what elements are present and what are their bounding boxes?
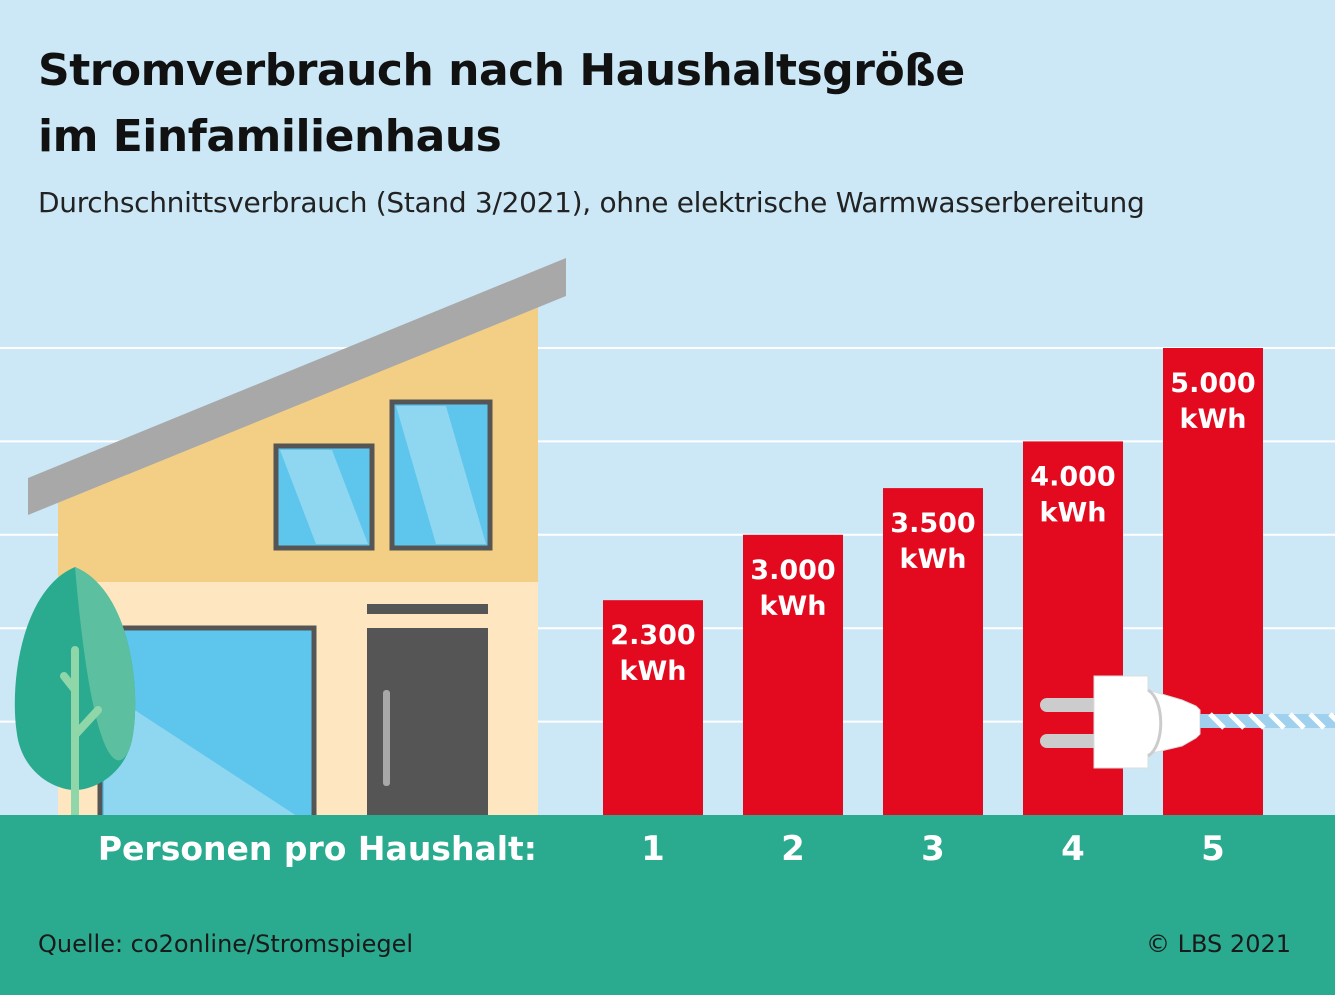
copyright-note: © LBS 2021 [1146, 930, 1291, 958]
bar-unit-label: kWh [760, 591, 827, 622]
ground-band [0, 815, 1335, 995]
x-tick-labels: 1 2 3 4 5 [641, 829, 1225, 869]
title-line-1: Stromverbrauch nach Haushaltsgröße [38, 45, 965, 96]
bar-1 [603, 600, 703, 815]
bar-unit-label: kWh [620, 656, 687, 687]
bar-value-label: 2.300 [610, 620, 695, 651]
plug-icon [1040, 675, 1335, 769]
source-note: Quelle: co2online/Stromspiegel [38, 930, 414, 958]
door-handle [383, 690, 390, 786]
bar-value-label: 3.000 [750, 555, 835, 586]
bar-value-label: 3.500 [890, 508, 975, 539]
bar-2 [743, 534, 843, 815]
x-axis-label: Personen pro Haushalt: [98, 829, 537, 868]
x-tick-label: 2 [781, 829, 805, 869]
house-illustration [28, 258, 566, 823]
window-small [273, 443, 375, 551]
x-tick-label: 1 [641, 829, 665, 869]
x-tick-label: 4 [1061, 829, 1085, 869]
subtitle: Durchschnittsverbrauch (Stand 3/2021), o… [38, 186, 1145, 219]
x-tick-label: 3 [921, 829, 945, 869]
title-line-2: im Einfamilienhaus [38, 111, 502, 162]
bars: 2.300 kWh 3.000 kWh 3.500 kWh 4.000 kWh 5.000 kWh [603, 348, 1263, 815]
bar-unit-label: kWh [1040, 497, 1107, 528]
bar-3 [883, 488, 983, 815]
bar-value-label: 5.000 [1170, 368, 1255, 399]
bar-value-label: 4.000 [1030, 461, 1115, 492]
tree-illustration [14, 567, 136, 824]
picture-window [97, 625, 317, 823]
door-canopy [367, 604, 488, 614]
page-title: Stromverbrauch nach Haushaltsgröße im Ei… [38, 38, 965, 170]
bar-unit-label: kWh [1180, 404, 1247, 435]
house-roof [28, 258, 566, 515]
x-tick-label: 5 [1201, 829, 1225, 869]
window-large [389, 399, 493, 551]
bar-unit-label: kWh [900, 544, 967, 575]
